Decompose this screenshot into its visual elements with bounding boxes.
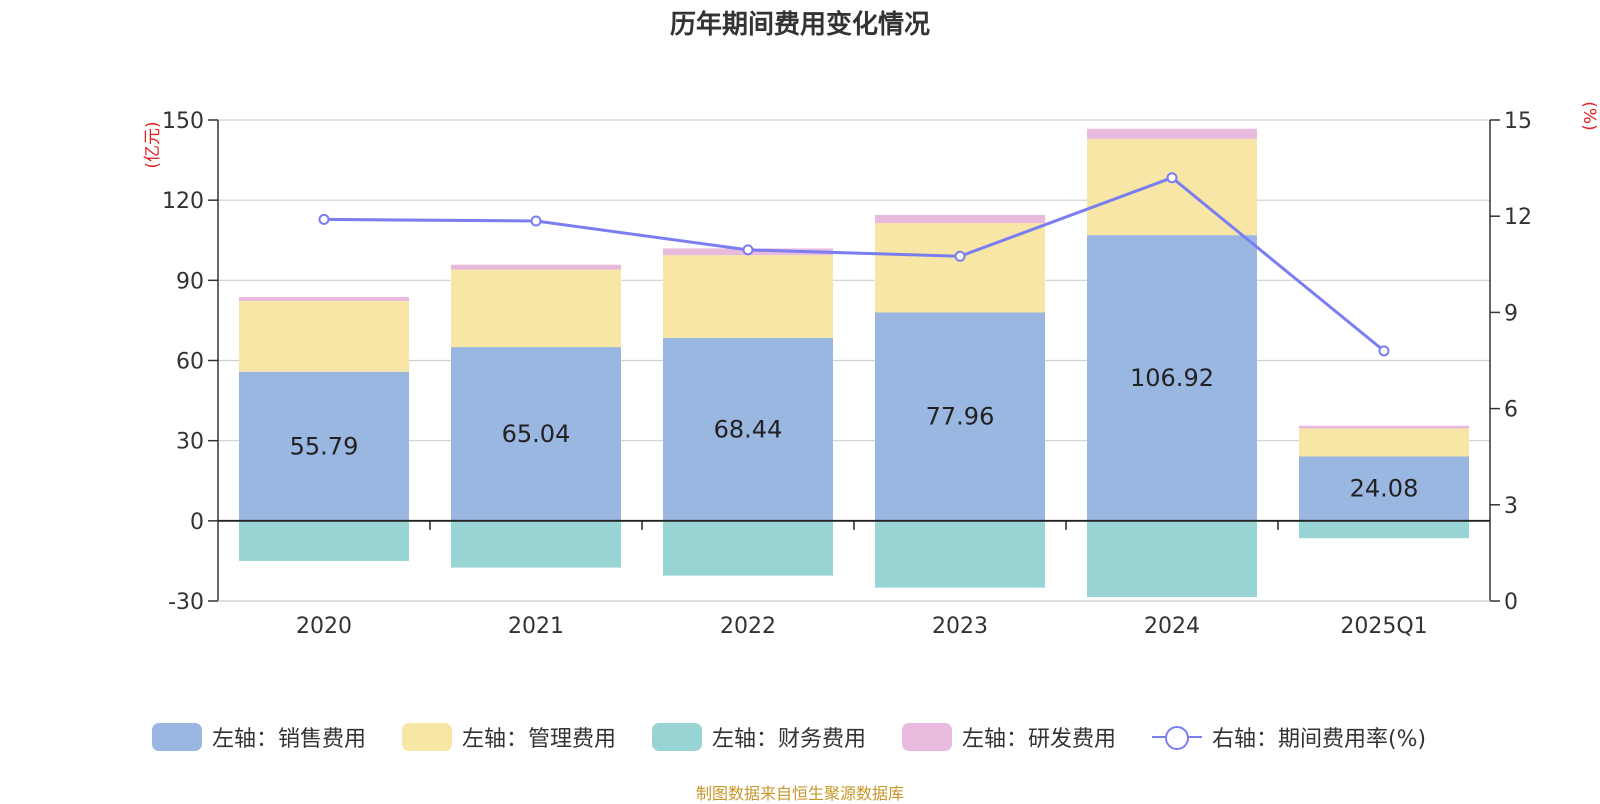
legend-item-finance[interactable]: 左轴：财务费用 — [652, 720, 866, 754]
legend-swatch-rnd — [902, 723, 952, 751]
left-tick-label: 0 — [190, 510, 204, 535]
legend-label-expense-rate: 右轴：期间费用率(%) — [1212, 727, 1427, 752]
line-series — [318, 172, 1390, 357]
right-tick-label: 0 — [1504, 590, 1518, 615]
legend-item-admin[interactable]: 左轴：管理费用 — [402, 720, 616, 754]
data-label: 77.96 — [926, 403, 995, 431]
rate-point — [318, 213, 330, 225]
bar-segment — [875, 312, 1045, 521]
rate-point — [530, 215, 542, 227]
bar-segment — [451, 520, 621, 568]
bar-segment — [239, 520, 409, 561]
legend-swatch-admin — [402, 723, 452, 751]
legend-item-expense-rate[interactable]: 右轴：期间费用率(%) — [1152, 720, 1426, 754]
left-tick-label: 30 — [176, 430, 204, 455]
left-tick-label: 60 — [176, 350, 204, 375]
bar-segment — [451, 264, 621, 270]
bar-segment — [1299, 428, 1469, 457]
legend-line-marker-icon — [1152, 723, 1202, 751]
legend-label-finance: 左轴：财务费用 — [712, 727, 867, 752]
rate-point — [1378, 345, 1390, 357]
bar-segment — [239, 296, 409, 301]
bar-segment — [875, 520, 1045, 588]
data-labels: 55.79 65.04 68.44 77.96 106.92 24.08 — [290, 364, 1419, 503]
data-label: 65.04 — [502, 420, 571, 448]
bar-segment — [1087, 520, 1257, 597]
legend-label-admin: 左轴：管理费用 — [462, 727, 617, 752]
left-tick-label: 90 — [176, 269, 204, 294]
right-tick-label: 3 — [1504, 494, 1518, 519]
rate-point — [1166, 172, 1178, 184]
chart-canvas: -30 0 30 60 90 120 150 0 3 6 9 12 15 2020 2021 2022 2023… — [143, 101, 1599, 639]
legend: 左轴：销售费用 左轴：管理费用 左轴：财务费用 左轴：研发费用 右轴：期间费用率… — [0, 720, 1600, 754]
data-label: 106.92 — [1130, 364, 1214, 392]
bar-segment — [239, 371, 409, 521]
left-axis-unit: (亿元) — [143, 121, 163, 168]
bar-segment — [875, 214, 1045, 223]
bar-segment — [1087, 235, 1257, 521]
bar-segment — [1299, 520, 1469, 539]
rate-line — [323, 176, 1385, 353]
rate-point — [742, 244, 754, 256]
bar-segment — [451, 269, 621, 348]
x-tick-label: 2021 — [508, 614, 564, 639]
source-note: 制图数据来自恒生聚源数据库 — [695, 784, 904, 803]
left-tick-label: 120 — [162, 189, 204, 214]
right-tick-label: 6 — [1504, 398, 1518, 423]
rate-point — [954, 250, 966, 262]
right-tick-label: 12 — [1504, 205, 1532, 230]
legend-item-sales[interactable]: 左轴：销售费用 — [152, 720, 366, 754]
right-tick-label: 15 — [1504, 109, 1532, 134]
legend-label-rnd: 左轴：研发费用 — [962, 727, 1117, 752]
bar-segment — [239, 300, 409, 372]
bar-segment — [875, 222, 1045, 313]
legend-swatch-finance — [652, 723, 702, 751]
bar-segment — [1087, 138, 1257, 236]
bar-segment — [1299, 456, 1469, 521]
bar-segment — [1087, 128, 1257, 139]
bar-segment — [663, 255, 833, 338]
bar-segment — [1299, 425, 1469, 429]
right-tick-label: 9 — [1504, 301, 1518, 326]
left-tick-label: -30 — [168, 590, 204, 615]
legend-item-rnd[interactable]: 左轴：研发费用 — [902, 720, 1116, 754]
legend-swatch-sales — [152, 723, 202, 751]
bar-segment — [451, 347, 621, 521]
axes: -30 0 30 60 90 120 150 0 3 6 9 12 15 2020 2021 2022 2023… — [143, 101, 1599, 639]
data-label: 68.44 — [714, 415, 783, 443]
x-tick-label: 2020 — [296, 614, 352, 639]
data-label: 55.79 — [290, 432, 359, 460]
x-tick-label: 2025Q1 — [1340, 614, 1427, 639]
bar-series — [239, 128, 1469, 597]
bar-segment — [663, 520, 833, 576]
x-tick-label: 2024 — [1144, 614, 1200, 639]
bar-segment — [663, 337, 833, 521]
data-label: 24.08 — [1350, 475, 1419, 503]
x-tick-label: 2022 — [720, 614, 776, 639]
legend-label-sales: 左轴：销售费用 — [212, 727, 367, 752]
chart-title: 历年期间费用变化情况 — [669, 10, 930, 40]
x-tick-label: 2023 — [932, 614, 988, 639]
right-axis-unit: (%) — [1579, 101, 1599, 130]
left-tick-label: 150 — [162, 109, 204, 134]
